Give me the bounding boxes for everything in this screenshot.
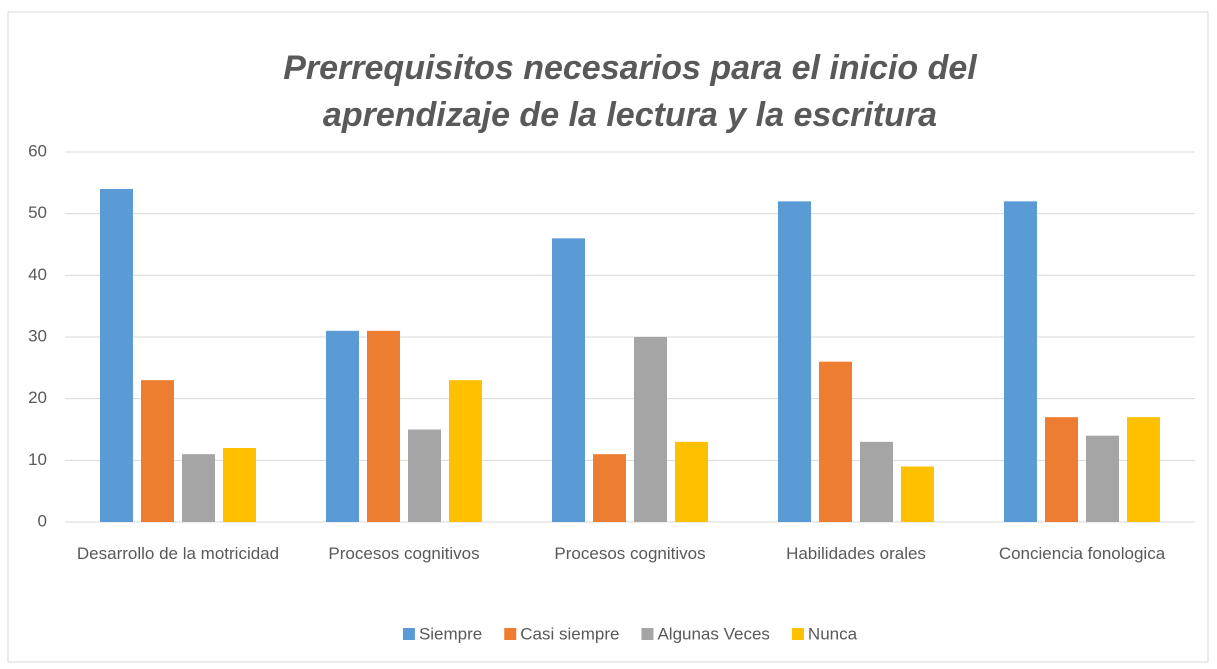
y-tick-label: 50 [28,203,47,222]
bar [819,361,852,522]
bar [593,454,626,522]
legend-swatch [504,628,517,640]
bar [1045,417,1078,522]
y-tick-label: 30 [28,326,47,345]
legend-label: Nunca [808,624,858,643]
x-tick-label: Procesos cognitivos [328,544,480,563]
x-tick-label: Procesos cognitivos [554,544,706,563]
x-label-box: Conciencia fonologica [998,544,1166,563]
y-tick-label: 0 [38,511,47,530]
x-tick-label: Habilidades orales [786,544,926,563]
x-label-box: Desarrollo de la motricidad [76,544,280,563]
bar [1086,435,1119,522]
legend-swatch [791,628,804,640]
y-tick-label: 40 [28,265,47,284]
y-tick-label: 60 [28,141,47,160]
bar [367,330,400,522]
bar [552,238,585,523]
bar [778,201,811,523]
bar [901,466,934,522]
y-tick-label: 20 [28,388,47,407]
legend-swatch [641,628,654,640]
legend-label: Casi siempre [520,624,619,643]
bar [449,380,482,522]
legend: Siempre Casi siempre Algunas Veces Nunca [402,624,858,643]
bar [408,429,441,522]
x-label-box: Procesos cognitivos [554,544,706,563]
bar [223,448,256,522]
legend-swatch [402,628,415,640]
x-label-box: Habilidades orales [786,544,926,563]
legend-label: Algunas Veces [657,624,769,643]
bar [141,380,174,522]
x-label-box: Procesos cognitivos [328,544,480,563]
y-tick-label: 10 [28,450,47,469]
bar [326,330,359,522]
chart-title: Prerrequisitos necesarios para el inicio… [283,49,977,134]
bar [1127,417,1160,522]
bar [675,441,708,522]
x-tick-label: Conciencia fonologica [998,544,1166,563]
bar [634,337,667,522]
bar [860,441,893,522]
bar [182,454,215,522]
bar [100,189,133,522]
x-tick-label: Desarrollo de la motricidad [76,544,280,563]
legend-label: Siempre [419,624,482,643]
bar [1004,201,1037,523]
title-box: Prerrequisitos necesarios para el inicio… [283,49,977,134]
